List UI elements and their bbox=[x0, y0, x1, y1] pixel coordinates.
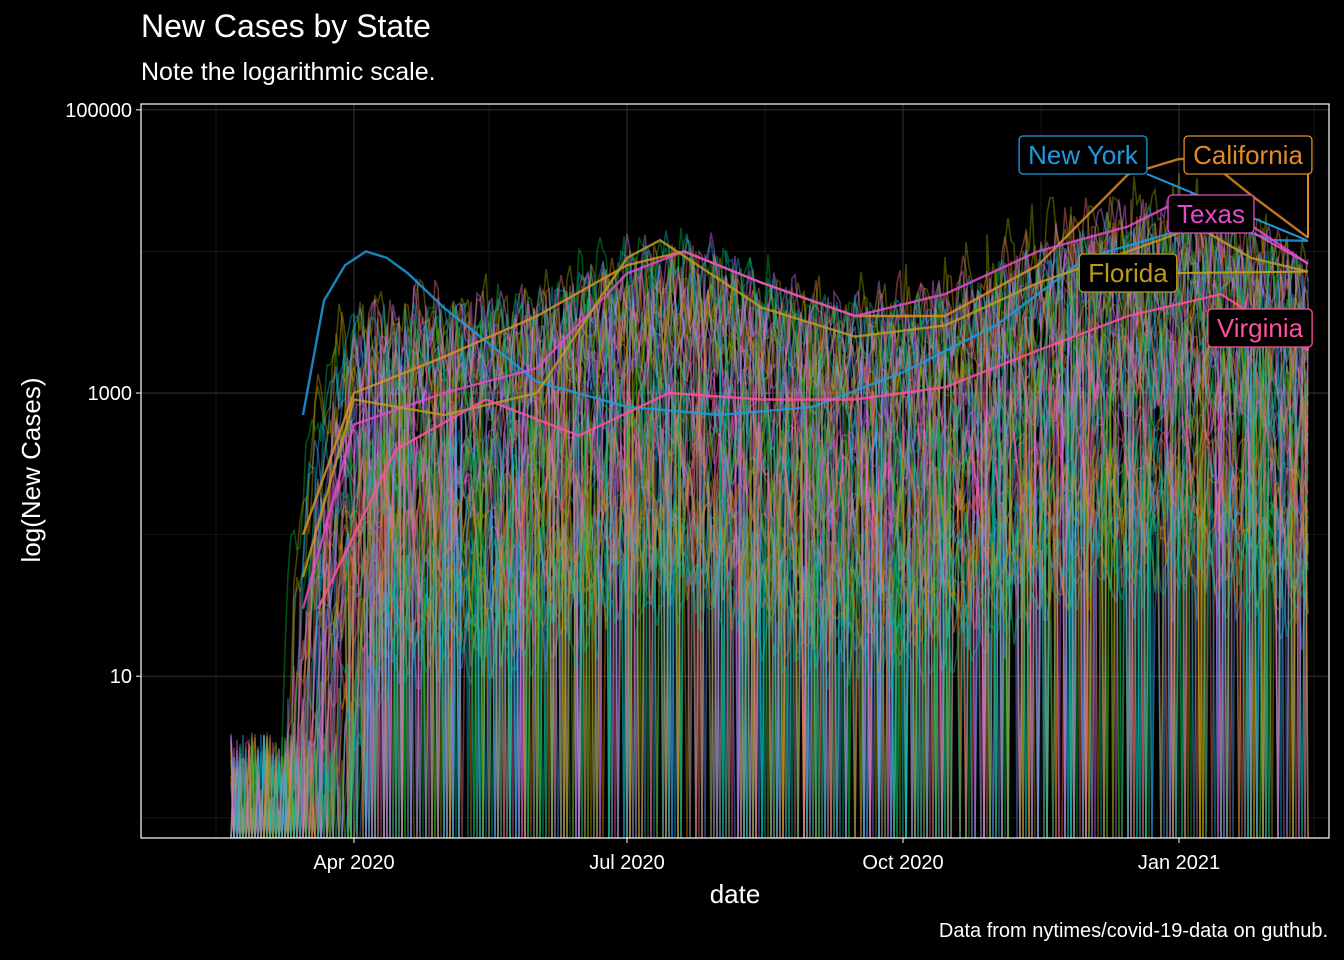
state-series-line bbox=[230, 271, 1309, 838]
state-series-line bbox=[230, 316, 1309, 838]
callout-box bbox=[1167, 194, 1255, 234]
state-series-line bbox=[231, 325, 1309, 838]
state-series-line bbox=[231, 441, 1309, 838]
callout-label: New York bbox=[1028, 140, 1139, 170]
state-series-line bbox=[231, 327, 1309, 838]
callout-box bbox=[1207, 308, 1313, 348]
state-series-line bbox=[231, 265, 1309, 838]
callout-california: California bbox=[1183, 135, 1313, 238]
callout-virginia: Virginia bbox=[1207, 308, 1313, 351]
x-tick-label: Oct 2020 bbox=[862, 852, 943, 874]
highlight-line-virginia bbox=[316, 292, 1309, 610]
x-axis-title: date bbox=[710, 879, 761, 909]
x-tick-label: Apr 2020 bbox=[313, 852, 394, 874]
state-series-line bbox=[231, 271, 1309, 838]
y-tick-label: 10 bbox=[110, 666, 132, 688]
state-series-line bbox=[231, 257, 1309, 838]
state-series-line bbox=[231, 190, 1309, 838]
state-series-line bbox=[231, 506, 1309, 838]
chart-subtitle: Note the logarithmic scale. bbox=[141, 58, 436, 86]
state-series-line bbox=[230, 340, 1309, 838]
callout-label: Virginia bbox=[1217, 313, 1304, 343]
state-series-line bbox=[231, 173, 1309, 838]
x-axis-ticks: Apr 2020 Jul 2020 Oct 2020 Jan 2021 bbox=[313, 838, 1220, 874]
state-series-line bbox=[230, 215, 1309, 838]
callout-leader bbox=[1176, 270, 1309, 274]
state-series-line bbox=[231, 435, 1309, 838]
grid-lines bbox=[141, 104, 1329, 839]
state-series-line bbox=[231, 413, 1309, 838]
chart-title: New Cases by State bbox=[141, 8, 431, 44]
state-series-line bbox=[231, 454, 1309, 838]
callout-label: Florida bbox=[1088, 258, 1168, 288]
state-series-line bbox=[231, 338, 1309, 838]
state-series-line bbox=[230, 288, 1309, 838]
state-series-line bbox=[231, 317, 1309, 838]
state-series-line bbox=[230, 225, 1309, 838]
state-series-line bbox=[231, 491, 1309, 838]
state-series-line bbox=[231, 404, 1309, 838]
state-series-line bbox=[231, 206, 1309, 838]
callout-box bbox=[1078, 253, 1178, 293]
state-series-line bbox=[231, 516, 1309, 838]
callout-label: California bbox=[1193, 140, 1303, 170]
state-series-line bbox=[230, 253, 1309, 838]
callout-box bbox=[1018, 135, 1148, 175]
state-series-line bbox=[230, 441, 1309, 838]
state-series-line bbox=[231, 227, 1309, 838]
state-series-line bbox=[230, 478, 1309, 838]
state-series-line bbox=[230, 356, 1309, 838]
state-series-line bbox=[231, 450, 1309, 838]
state-series-line bbox=[231, 428, 1309, 838]
state-series-line bbox=[231, 444, 1309, 838]
state-series-line bbox=[231, 317, 1309, 838]
series-callouts: New York California Texas Florida Virginia bbox=[1018, 135, 1313, 351]
callout-label: Texas bbox=[1177, 199, 1245, 229]
state-series-line bbox=[231, 482, 1309, 838]
y-axis-ticks: 10 1000 100000 bbox=[65, 100, 141, 688]
state-series-line bbox=[231, 321, 1309, 838]
state-series-line bbox=[231, 302, 1309, 838]
state-series-line bbox=[231, 398, 1309, 838]
y-tick-label: 100000 bbox=[65, 100, 132, 122]
callout-texas: Texas bbox=[1167, 194, 1309, 265]
x-tick-label: Jan 2021 bbox=[1138, 852, 1220, 874]
callout-box bbox=[1183, 135, 1313, 175]
state-series-line bbox=[230, 418, 1309, 838]
panel-border bbox=[140, 103, 1330, 839]
state-series-line bbox=[230, 320, 1309, 838]
callout-leader bbox=[1253, 232, 1309, 265]
x-tick-label: Jul 2020 bbox=[589, 852, 665, 874]
state-series-line bbox=[231, 313, 1309, 838]
state-series-line bbox=[230, 430, 1309, 838]
state-series-line bbox=[230, 318, 1309, 838]
y-tick-label: 1000 bbox=[88, 383, 133, 405]
state-series-line bbox=[231, 203, 1309, 838]
y-axis-title: log(New Cases) bbox=[16, 378, 46, 563]
callout-florida: Florida bbox=[1078, 253, 1309, 293]
chart-caption: Data from nytimes/covid-19-data on guthu… bbox=[938, 920, 1328, 942]
state-series-line bbox=[230, 514, 1309, 838]
